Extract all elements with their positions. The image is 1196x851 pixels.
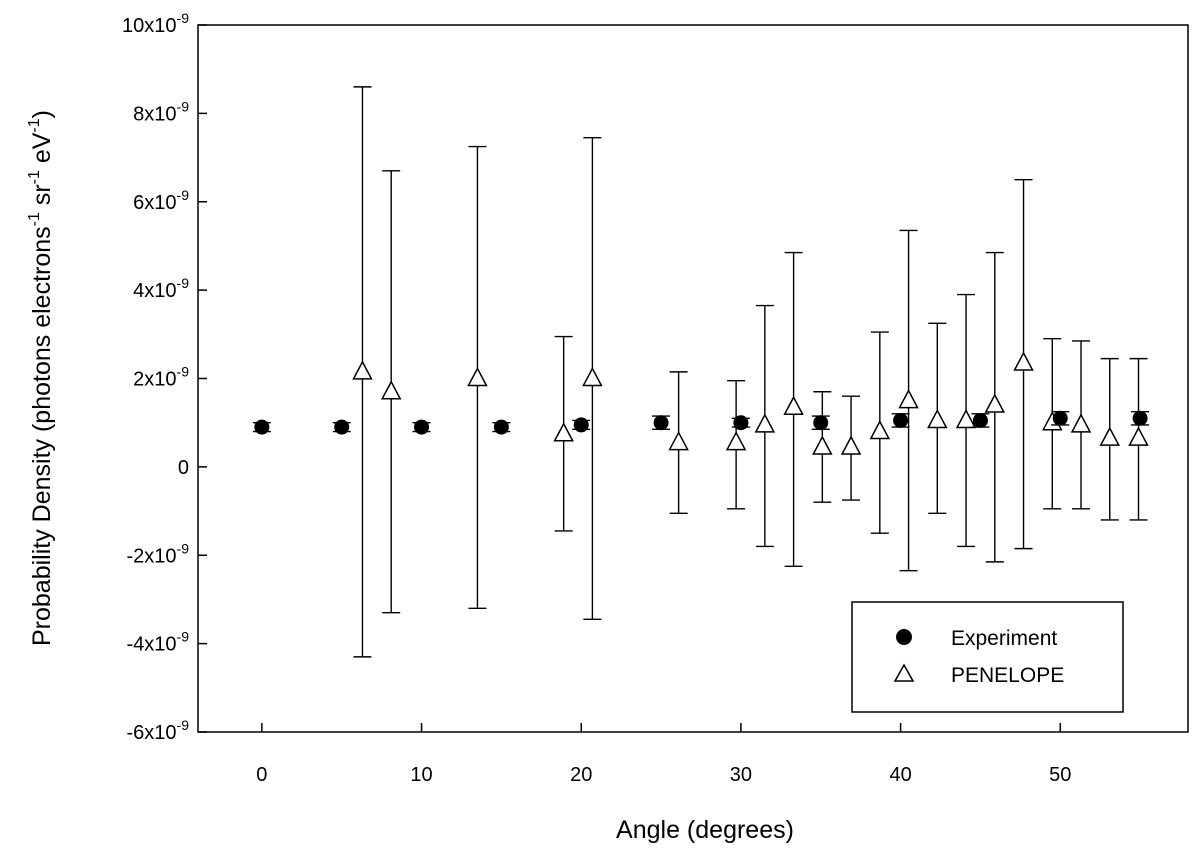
y-axis-ticks: -6x10-9 -4x10-9 -2x10-9 0 2x10-9 4x10-9 6x10-9… <box>122 10 207 744</box>
experiment-point <box>972 412 988 428</box>
penelope-point <box>1099 426 1121 446</box>
penelope-point <box>582 366 603 387</box>
y-tick-label: -4x10-9 <box>127 629 190 656</box>
y-tick-label: 0 <box>178 457 189 479</box>
y-axis-title-part: -1 <box>26 212 43 226</box>
x-tick-label: 40 <box>889 764 911 786</box>
y-axis-title-part: sr <box>28 184 56 212</box>
legend-marker-experiment <box>896 629 912 645</box>
y-tick-label: -6x10-9 <box>127 717 190 744</box>
penelope-point <box>725 430 747 451</box>
experiment-point <box>414 419 430 435</box>
y-tick-label: -2x10-9 <box>127 540 190 567</box>
experiment-point <box>653 415 669 431</box>
penelope-point <box>1013 351 1034 371</box>
penelope-point <box>380 380 402 400</box>
x-tick-label: 50 <box>1049 764 1071 786</box>
penelope-point <box>869 419 891 440</box>
penelope-point <box>840 435 862 455</box>
y-axis-title-part: -1 <box>26 170 43 184</box>
y-tick-label: 8x10-9 <box>133 98 189 125</box>
legend: Experiment PENELOPE <box>851 601 1124 713</box>
x-axis-title: Angle (degrees) <box>616 816 794 844</box>
experiment-point <box>254 419 270 435</box>
experiment-point <box>733 415 749 431</box>
penelope-point <box>812 435 833 455</box>
y-axis-title-part: ) <box>28 110 56 118</box>
penelope-point <box>668 430 689 451</box>
legend-label-experiment: Experiment <box>951 627 1057 650</box>
experiment-point <box>893 412 909 428</box>
experiment-point <box>1132 410 1148 426</box>
y-axis-title-part: eV <box>28 132 56 170</box>
penelope-point <box>783 395 804 415</box>
experiment-point <box>813 415 829 431</box>
penelope-point <box>352 360 373 380</box>
x-tick-label: 30 <box>730 764 752 786</box>
legend-marker-penelope <box>893 663 915 682</box>
x-tick-label: 0 <box>256 764 267 786</box>
legend-label-penelope: PENELOPE <box>951 664 1064 687</box>
penelope-point <box>955 408 977 429</box>
experiment-point <box>1052 410 1068 426</box>
legend-box <box>851 601 1124 713</box>
penelope-point <box>898 388 919 409</box>
penelope-point <box>1070 413 1092 433</box>
penelope-point <box>467 366 488 387</box>
y-tick-label: 4x10-9 <box>133 275 189 302</box>
penelope-point <box>553 422 574 442</box>
experiment-point <box>493 419 509 435</box>
y-tick-label: 10x10-9 <box>122 10 189 37</box>
experiment-point <box>334 419 350 435</box>
x-tick-label: 20 <box>570 764 592 786</box>
penelope-point <box>984 393 1006 413</box>
series-layer <box>252 86 1150 658</box>
y-axis-title: Probability Density (photons electrons-1… <box>26 110 56 646</box>
penelope-point <box>927 408 948 429</box>
y-axis-title-part: Probability Density (photons electrons <box>28 226 56 646</box>
y-tick-label: 6x10-9 <box>133 187 189 214</box>
penelope-point <box>1128 426 1149 446</box>
x-tick-label: 10 <box>410 764 432 786</box>
x-axis-ticks: 0 10 20 30 40 50 <box>256 723 1071 786</box>
penelope-point <box>754 413 776 433</box>
y-axis-title-part: -1 <box>26 118 43 132</box>
y-tick-label: 2x10-9 <box>133 364 189 391</box>
experiment-point <box>573 417 589 433</box>
